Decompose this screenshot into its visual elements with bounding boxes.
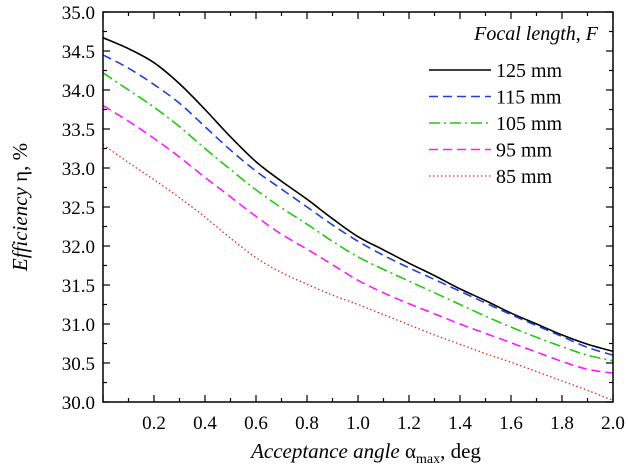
y-tick-label: 32.5	[62, 198, 95, 219]
y-tick-label: 31.5	[62, 276, 95, 297]
legend: Focal length, F 125 mm 115 mm 105 mm 95 mm 8…	[429, 23, 599, 188]
x-axis-label-symbol: α	[405, 439, 416, 463]
series-line-95-mm	[102, 104, 614, 374]
y-tick-labels: 30.0 30.5 31.0 31.5 32.0 32.5 33.0 33.5 34.0 34.5…	[62, 3, 95, 414]
x-axis-label-rest: , deg	[440, 439, 481, 463]
y-tick-label: 32.0	[62, 237, 95, 258]
legend-label: 85 mm	[496, 166, 553, 188]
y-tick-label: 31.0	[62, 315, 95, 336]
legend-title-comma: ,	[576, 23, 586, 45]
y-tick-label: 34.5	[62, 42, 95, 63]
y-tick-label: 33.5	[62, 120, 95, 141]
x-tick-label: 2.0	[601, 413, 625, 434]
legend-title-symbol: F	[585, 23, 599, 45]
y-axis-label: Efficiency η, %	[8, 143, 32, 272]
x-tick-label: 0.6	[244, 413, 268, 434]
x-tick-labels: 0.2 0.4 0.6 0.8 1.0 1.2 1.4 1.6 1.8 2.0	[142, 413, 625, 434]
legend-title: Focal length, F	[473, 23, 599, 45]
y-tick-label: 30.0	[62, 393, 95, 414]
series-lines	[102, 37, 614, 402]
x-tick-label: 1.8	[550, 413, 574, 434]
x-tick-label: 0.2	[142, 413, 166, 434]
x-tick-label: 1.6	[499, 413, 523, 434]
x-tick-label: 1.4	[448, 413, 472, 434]
y-axis-label-italic: Efficiency	[8, 182, 32, 272]
x-axis-label-subscript: max	[416, 452, 440, 467]
legend-label: 115 mm	[496, 87, 562, 109]
x-axis-label: Acceptance angle αmax, deg	[249, 439, 481, 467]
y-axis-label-rest: η, %	[8, 143, 32, 182]
legend-items: 125 mm 115 mm 105 mm 95 mm 85 mm	[429, 60, 563, 188]
legend-label: 105 mm	[496, 113, 563, 135]
y-tick-label: 34.0	[62, 81, 95, 102]
series-line-125-mm	[102, 37, 614, 353]
x-tick-label: 0.8	[295, 413, 319, 434]
series-line-115-mm	[102, 54, 614, 356]
y-tick-label: 35.0	[62, 3, 95, 24]
x-tick-label: 0.4	[193, 413, 217, 434]
y-tick-label: 33.0	[62, 159, 95, 180]
x-tick-label: 1.2	[397, 413, 421, 434]
legend-label: 125 mm	[496, 60, 563, 82]
legend-label: 95 mm	[496, 140, 553, 162]
plot-frame	[102, 11, 614, 403]
x-tick-label: 1.0	[346, 413, 370, 434]
y-tick-label: 30.5	[62, 354, 95, 375]
legend-title-italic: Focal length	[473, 23, 576, 45]
x-axis-label-italic: Acceptance angle	[249, 439, 405, 463]
